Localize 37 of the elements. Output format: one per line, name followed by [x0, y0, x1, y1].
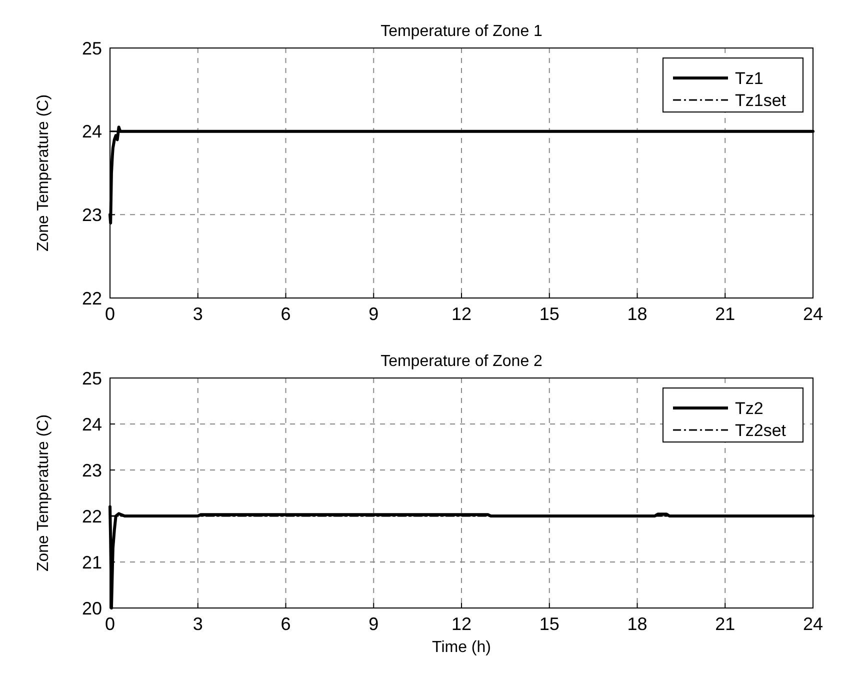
- x-tick-label: 24: [802, 614, 824, 634]
- legend-label: Tz2set: [735, 420, 786, 440]
- y-tick-label: 24: [82, 122, 102, 142]
- y-axis-title: Zone Temperature (C): [35, 414, 52, 572]
- x-tick-label: 18: [627, 614, 648, 634]
- x-tick-label: 21: [715, 304, 736, 324]
- x-tick-label: 15: [539, 614, 560, 634]
- y-tick-label: 22: [82, 506, 102, 526]
- x-tick-label: 12: [451, 614, 472, 634]
- y-tick-label: 24: [82, 414, 102, 434]
- y-tick-label: 20: [82, 598, 102, 618]
- x-tick-label: 6: [280, 304, 291, 324]
- legend-label: Tz1: [735, 68, 764, 88]
- x-tick-label: 9: [368, 614, 379, 634]
- x-tick-label: 0: [104, 614, 116, 634]
- x-tick-label: 0: [104, 304, 116, 324]
- x-tick-label: 15: [539, 304, 560, 324]
- x-tick-label: 18: [627, 304, 648, 324]
- x-tick-label: 21: [715, 614, 736, 634]
- x-tick-label: 24: [802, 304, 824, 324]
- legend-label: Tz1set: [735, 90, 786, 110]
- y-tick-label: 25: [82, 368, 102, 388]
- y-tick-label: 25: [82, 38, 102, 58]
- chart-title: Temperature of Zone 1: [380, 23, 543, 40]
- y-tick-label: 23: [82, 460, 102, 480]
- y-tick-label: 21: [82, 552, 102, 572]
- x-tick-label: 12: [451, 304, 472, 324]
- y-axis-title: Zone Temperature (C): [35, 94, 52, 252]
- x-tick-label: 9: [368, 304, 379, 324]
- x-tick-label: 6: [280, 614, 291, 634]
- y-tick-label: 22: [82, 288, 102, 308]
- y-tick-label: 23: [82, 204, 102, 225]
- chart-title: Temperature of Zone 2: [380, 353, 543, 370]
- x-tick-label: 3: [192, 304, 203, 324]
- x-tick-label: 3: [192, 614, 203, 634]
- x-axis-title: Time (h): [432, 639, 491, 656]
- legend-label: Tz2: [735, 398, 764, 418]
